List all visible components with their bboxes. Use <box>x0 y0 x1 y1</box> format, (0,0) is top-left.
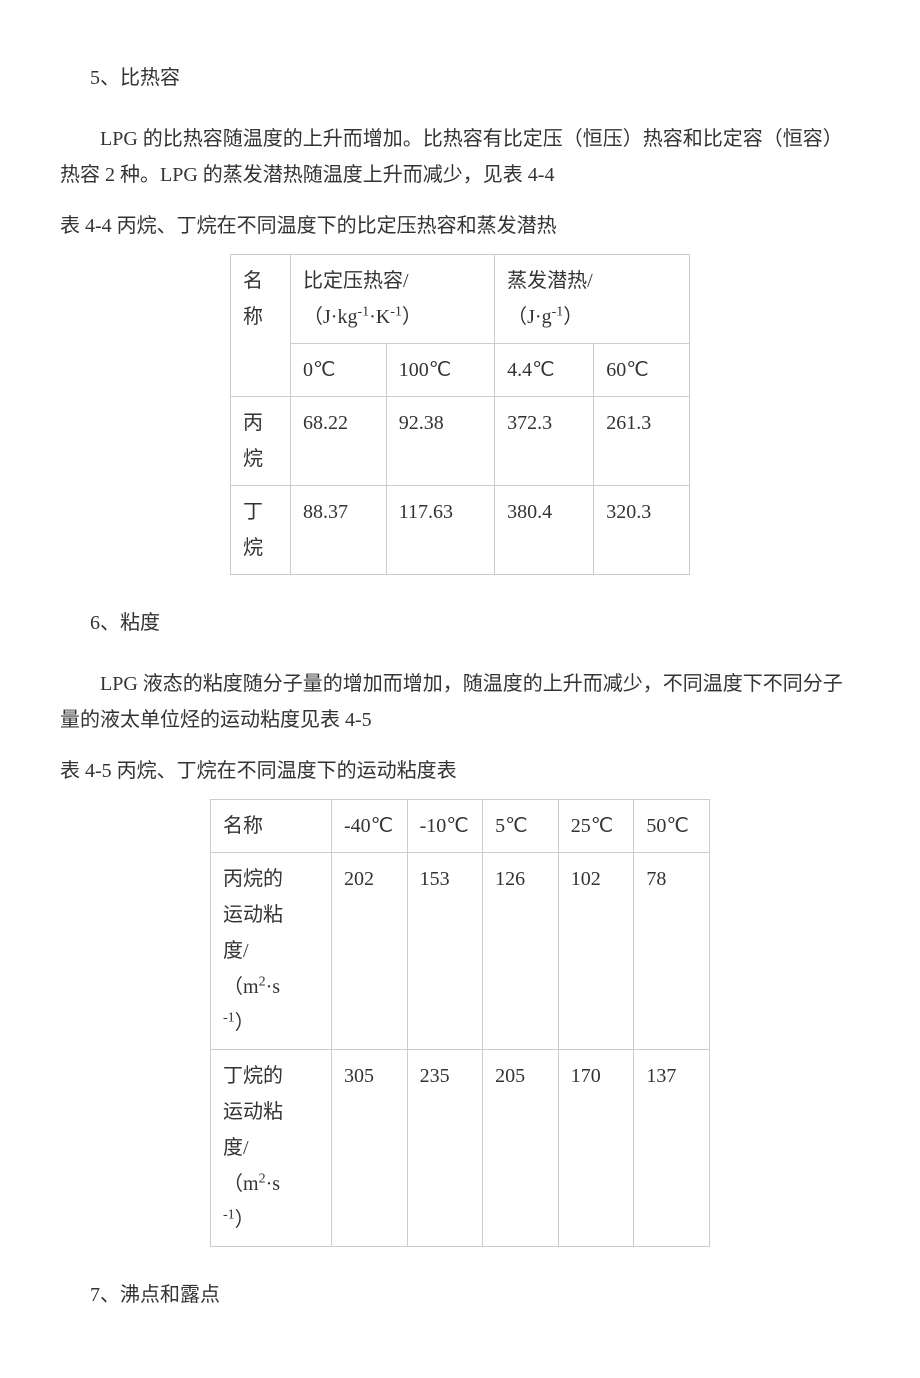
table-cell: 305 <box>331 1050 407 1247</box>
table-row: 名称 比定压热容/ （J·kg-1·K-1） 蒸发潜热/ （J·g-1） <box>231 255 690 344</box>
table-cell: 320.3 <box>594 486 690 575</box>
table-row: 丁烷 88.37 117.63 380.4 320.3 <box>231 486 690 575</box>
table-cell: 170 <box>558 1050 634 1247</box>
latent-unit-exp: -1 <box>552 304 564 319</box>
table-row: 丙烷 68.22 92.38 372.3 261.3 <box>231 397 690 486</box>
rowlabel-l2: 运动粘 <box>223 1101 283 1123</box>
table-cell: 137 <box>634 1050 710 1247</box>
rowlabel-l1: 丁烷的 <box>223 1065 283 1087</box>
table-subheader-t3: 4.4℃ <box>495 344 594 397</box>
rowlabel-unit-exp1: 2 <box>259 1171 266 1186</box>
cp-unit-mid: ·K <box>369 306 390 328</box>
rowlabel-unit-prefix: （m <box>223 1173 259 1195</box>
table-row: 名称 -40℃ -10℃ 5℃ 25℃ 50℃ <box>211 800 710 853</box>
rowlabel-l2: 运动粘 <box>223 904 283 926</box>
table-header-latent: 蒸发潜热/ （J·g-1） <box>495 255 690 344</box>
table-cell: 126 <box>483 853 559 1050</box>
rowlabel-l3: 度/ <box>223 940 249 962</box>
latent-unit-suffix: ） <box>563 306 583 328</box>
table-row: 丙烷的 运动粘 度/ （m2·s -1） 202 153 126 102 78 <box>211 853 710 1050</box>
rowlabel-unit-suffix: ） <box>235 1012 255 1034</box>
table-4-5: 名称 -40℃ -10℃ 5℃ 25℃ 50℃ 丙烷的 运动粘 度/ （m2·s… <box>210 799 710 1247</box>
cp-unit-prefix: （J·kg <box>303 306 357 328</box>
table-header-t1: -40℃ <box>331 800 407 853</box>
table-cell: 102 <box>558 853 634 1050</box>
table-header-t2: -10℃ <box>407 800 483 853</box>
table-cell-rowlabel: 丁烷的 运动粘 度/ （m2·s -1） <box>211 1050 332 1247</box>
section-5-heading: 5、比热容 <box>90 60 860 96</box>
latent-label: 蒸发潜热/ <box>507 270 593 292</box>
table-cell-rowlabel: 丙烷的 运动粘 度/ （m2·s -1） <box>211 853 332 1050</box>
table-cell: 78 <box>634 853 710 1050</box>
latent-unit-prefix: （J·g <box>507 306 551 328</box>
table-header-cp: 比定压热容/ （J·kg-1·K-1） <box>291 255 495 344</box>
rowlabel-l3: 度/ <box>223 1137 249 1159</box>
table-header-t3: 5℃ <box>483 800 559 853</box>
section-6-paragraph: LPG 液态的粘度随分子量的增加而增加，随温度的上升而减少，不同温度下不同分子量… <box>60 666 860 738</box>
table-header-name: 名称 <box>231 255 291 397</box>
rowlabel-unit-exp1: 2 <box>259 974 266 989</box>
table-cell: 261.3 <box>594 397 690 486</box>
table-cell: 153 <box>407 853 483 1050</box>
table-cell: 88.37 <box>291 486 387 575</box>
section-5-paragraph: LPG 的比热容随温度的上升而增加。比热容有比定压（恒压）热容和比定容（恒容）热… <box>60 121 860 193</box>
table-subheader-t1: 0℃ <box>291 344 387 397</box>
rowlabel-unit-mid: ·s <box>266 976 280 998</box>
table-4-4-caption: 表 4-4 丙烷、丁烷在不同温度下的比定压热容和蒸发潜热 <box>60 208 860 244</box>
rowlabel-unit-exp2: -1 <box>223 1010 235 1025</box>
table-header-t4: 25℃ <box>558 800 634 853</box>
table-subheader-t2: 100℃ <box>386 344 494 397</box>
rowlabel-unit-prefix: （m <box>223 976 259 998</box>
table-cell: 235 <box>407 1050 483 1247</box>
table-cell: 92.38 <box>386 397 494 486</box>
rowlabel-l1: 丙烷的 <box>223 868 283 890</box>
cp-unit-exp1: -1 <box>357 304 369 319</box>
table-row: 丁烷的 运动粘 度/ （m2·s -1） 305 235 205 170 137 <box>211 1050 710 1247</box>
table-header-name: 名称 <box>211 800 332 853</box>
table-cell: 68.22 <box>291 397 387 486</box>
table-cell: 205 <box>483 1050 559 1247</box>
section-6-heading: 6、粘度 <box>90 605 860 641</box>
table-cell: 372.3 <box>495 397 594 486</box>
rowlabel-unit-suffix: ） <box>235 1209 255 1231</box>
table-cell: 202 <box>331 853 407 1050</box>
table-4-4: 名称 比定压热容/ （J·kg-1·K-1） 蒸发潜热/ （J·g-1） 0℃ … <box>230 254 690 575</box>
table-cell-name: 丁烷 <box>231 486 291 575</box>
table-header-t5: 50℃ <box>634 800 710 853</box>
cp-label: 比定压热容/ <box>303 270 409 292</box>
cp-unit-suffix: ） <box>402 306 422 328</box>
section-7-heading: 7、沸点和露点 <box>90 1277 860 1313</box>
table-cell: 117.63 <box>386 486 494 575</box>
table-4-5-caption: 表 4-5 丙烷、丁烷在不同温度下的运动粘度表 <box>60 753 860 789</box>
rowlabel-unit-mid: ·s <box>266 1173 280 1195</box>
table-cell: 380.4 <box>495 486 594 575</box>
rowlabel-unit-exp2: -1 <box>223 1207 235 1222</box>
table-row: 0℃ 100℃ 4.4℃ 60℃ <box>231 344 690 397</box>
table-subheader-t4: 60℃ <box>594 344 690 397</box>
table-cell-name: 丙烷 <box>231 397 291 486</box>
cp-unit-exp2: -1 <box>390 304 402 319</box>
